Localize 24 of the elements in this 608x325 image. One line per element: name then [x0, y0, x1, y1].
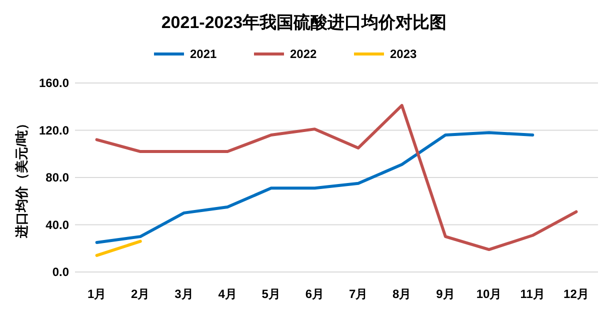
- x-tick-label: 7月: [348, 287, 368, 301]
- legend-label: 2021: [190, 47, 218, 61]
- y-tick-label: 0.0: [52, 265, 70, 279]
- x-tick-label: 6月: [305, 287, 324, 301]
- y-tick-label: 80.0: [46, 170, 70, 184]
- y-tick-label: 160.0: [38, 76, 70, 90]
- chart-title: 2021-2023年我国硫酸进口均价对比图: [161, 13, 447, 32]
- line-series: [95, 104, 578, 252]
- y-tick-label: 40.0: [46, 218, 70, 232]
- y-tick-label: 120.0: [38, 123, 70, 138]
- x-tick-label: 8月: [392, 287, 412, 301]
- legend-label: 2022: [290, 47, 318, 61]
- x-tick-label: 5月: [262, 287, 280, 301]
- x-tick-label: 12月: [564, 287, 589, 301]
- x-tick-label: 10月: [476, 287, 502, 301]
- y-axis-title: 进口均价（美元/吨）: [14, 117, 29, 239]
- x-tick-label: 9月: [436, 287, 455, 301]
- legend-label: 2023: [390, 47, 418, 61]
- x-tick-label: 2月: [131, 287, 150, 301]
- x-tick-label: 3月: [174, 287, 194, 301]
- x-tick-label: 1月: [87, 287, 106, 301]
- line-series: [95, 131, 534, 244]
- x-tick-label: 4月: [218, 287, 237, 301]
- x-tick-label: 11月: [520, 287, 545, 301]
